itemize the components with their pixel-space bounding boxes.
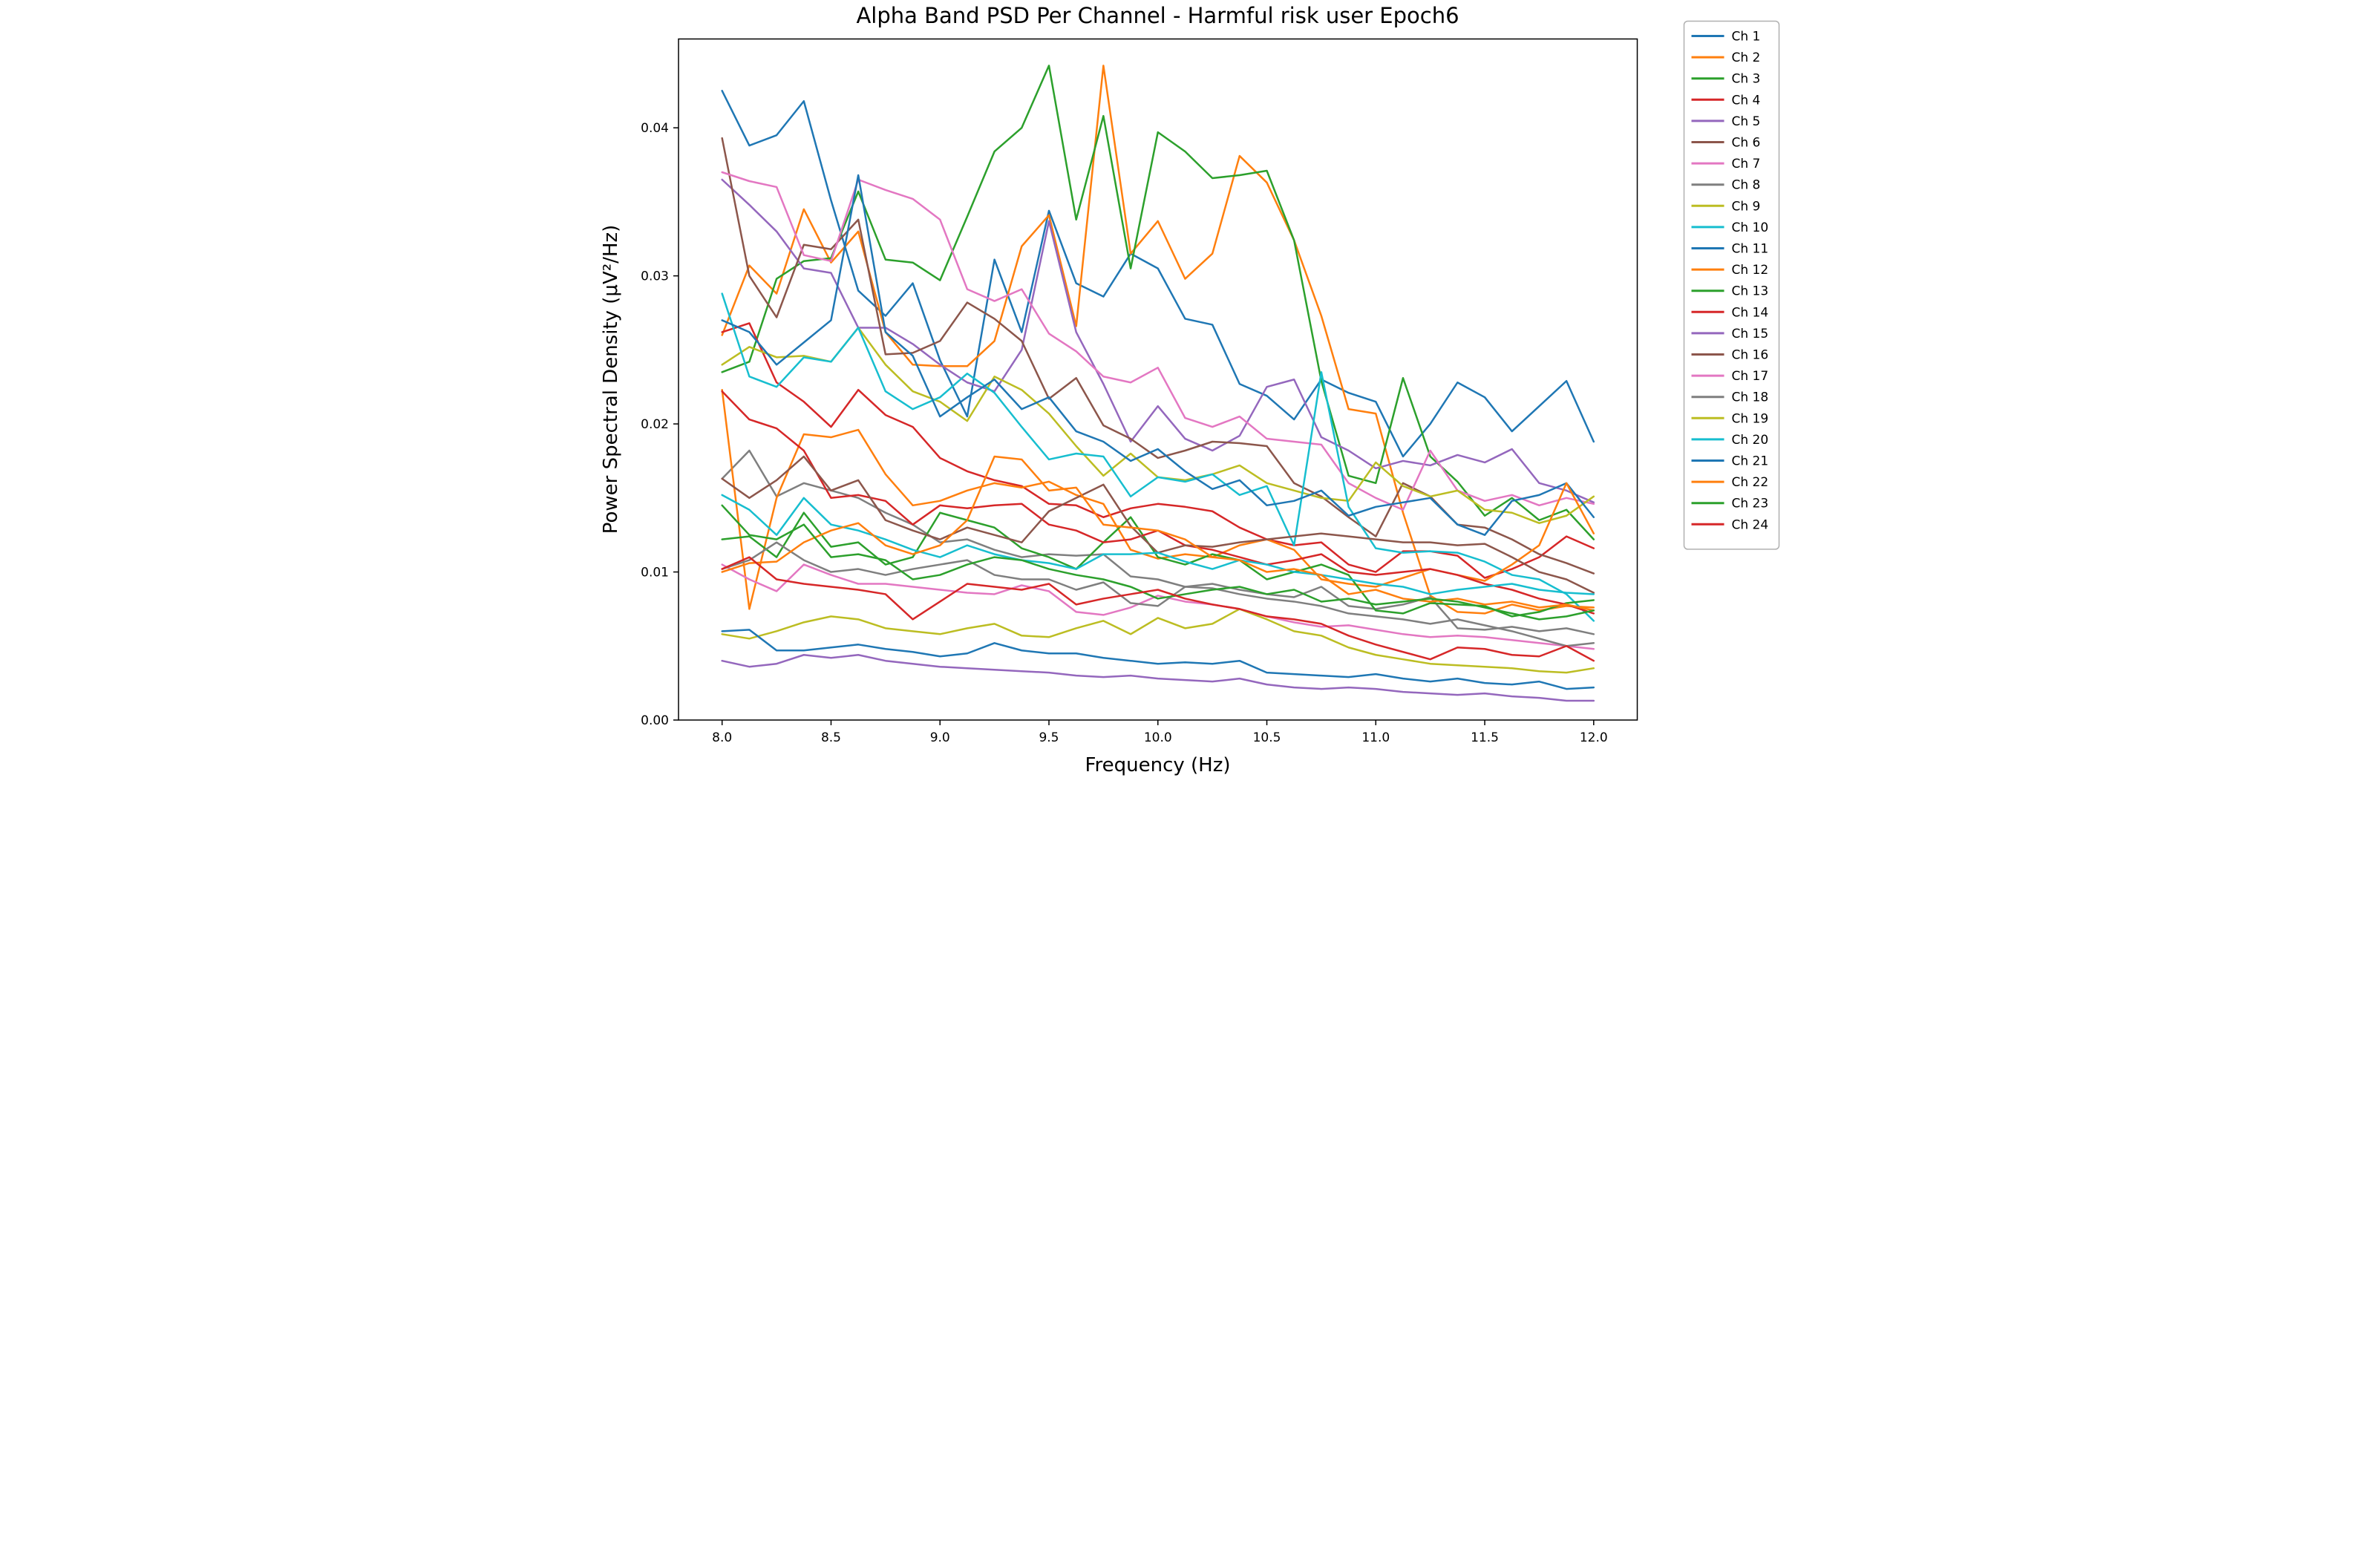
y-tick-label: 0.04 bbox=[641, 121, 669, 136]
legend-entry-label: Ch 24 bbox=[1731, 517, 1768, 532]
legend-entry-label: Ch 22 bbox=[1731, 475, 1768, 490]
x-axis-ticks: 8.0 8.5 9.0 9.5 10.0 10.5 11.0 11.5 12.0 bbox=[712, 720, 1607, 745]
legend-entry-label: Ch 14 bbox=[1731, 305, 1768, 320]
legend-entry-label: Ch 3 bbox=[1731, 72, 1760, 87]
x-tick-label: 9.5 bbox=[1039, 730, 1059, 745]
series-line-ch7 bbox=[720, 171, 1595, 511]
legend-entry-label: Ch 20 bbox=[1731, 433, 1768, 448]
series-line-ch20 bbox=[720, 494, 1595, 595]
series-line-ch24 bbox=[720, 556, 1595, 662]
y-axis-label: Power Spectral Density (μV²/Hz) bbox=[600, 225, 622, 534]
series-line-ch1 bbox=[720, 90, 1595, 458]
x-tick-label: 10.0 bbox=[1143, 730, 1171, 745]
legend-entry-label: Ch 7 bbox=[1731, 157, 1760, 171]
series-line-ch5 bbox=[720, 178, 1595, 504]
legend-entry-label: Ch 21 bbox=[1731, 454, 1768, 469]
y-tick-label: 0.00 bbox=[641, 713, 669, 728]
x-tick-label: 10.5 bbox=[1252, 730, 1281, 745]
series-line-ch22 bbox=[720, 455, 1595, 612]
x-tick-label: 11.5 bbox=[1471, 730, 1499, 745]
x-tick-label: 11.0 bbox=[1361, 730, 1390, 745]
legend-entry-label: Ch 9 bbox=[1731, 199, 1760, 214]
series-lines bbox=[720, 65, 1595, 702]
series-line-ch8 bbox=[720, 449, 1595, 635]
series-line-ch13 bbox=[720, 511, 1595, 618]
legend-entry-label: Ch 11 bbox=[1731, 242, 1768, 257]
series-line-ch18 bbox=[720, 541, 1595, 647]
legend-entry-label: Ch 17 bbox=[1731, 369, 1768, 384]
series-line-ch23 bbox=[720, 504, 1595, 621]
legend-entry-label: Ch 16 bbox=[1731, 348, 1768, 363]
series-line-ch3 bbox=[720, 65, 1595, 540]
x-tick-label: 8.0 bbox=[712, 730, 732, 745]
legend-entry-label: Ch 2 bbox=[1731, 50, 1760, 65]
y-tick-label: 0.02 bbox=[641, 417, 669, 432]
legend-entry-label: Ch 19 bbox=[1731, 411, 1768, 426]
legend-entry-label: Ch 15 bbox=[1731, 327, 1768, 341]
series-line-ch10 bbox=[720, 292, 1595, 622]
series-line-ch17 bbox=[720, 563, 1595, 650]
legend-entry-label: Ch 23 bbox=[1731, 497, 1768, 511]
psd-line-chart: 8.0 8.5 9.0 9.5 10.0 10.5 11.0 11.5 12.0 0.000.0… bbox=[595, 0, 1785, 784]
legend-entry-label: Ch 12 bbox=[1731, 263, 1768, 278]
legend-entry-label: Ch 18 bbox=[1731, 390, 1768, 405]
y-tick-label: 0.03 bbox=[641, 269, 669, 284]
y-axis-ticks: 0.00 0.01 0.02 0.03 0.04 bbox=[641, 121, 679, 728]
legend-entry-label: Ch 13 bbox=[1731, 284, 1768, 299]
chart-title: Alpha Band PSD Per Channel - Harmful ris… bbox=[856, 3, 1459, 28]
y-tick-label: 0.01 bbox=[641, 566, 669, 580]
series-line-ch4 bbox=[720, 322, 1595, 579]
x-tick-label: 8.5 bbox=[820, 730, 840, 745]
series-line-ch19 bbox=[720, 608, 1595, 674]
x-tick-label: 9.0 bbox=[929, 730, 949, 745]
legend-entry-label: Ch 6 bbox=[1731, 136, 1760, 151]
legend: Ch 1 Ch 2 Ch 3 Ch 4 Ch 5 Ch 6 Ch 7 Ch 8 Ch 9 Ch 1… bbox=[1683, 20, 1779, 550]
legend-entry-label: Ch 4 bbox=[1731, 93, 1760, 108]
figure-container: 8.0 8.5 9.0 9.5 10.0 10.5 11.0 11.5 12.0 0.00 0.0… bbox=[595, 0, 1785, 784]
legend-entry-label: Ch 10 bbox=[1731, 220, 1768, 235]
series-line-ch15 bbox=[720, 654, 1595, 702]
legend-entry-label: Ch 8 bbox=[1731, 178, 1760, 193]
series-line-ch11 bbox=[720, 174, 1595, 536]
legend-entry-label: Ch 1 bbox=[1731, 30, 1760, 45]
x-tick-label: 12.0 bbox=[1579, 730, 1607, 745]
legend-entry-label: Ch 5 bbox=[1731, 114, 1760, 129]
series-line-ch21 bbox=[720, 629, 1595, 690]
x-axis-label: Frequency (Hz) bbox=[1085, 754, 1230, 776]
